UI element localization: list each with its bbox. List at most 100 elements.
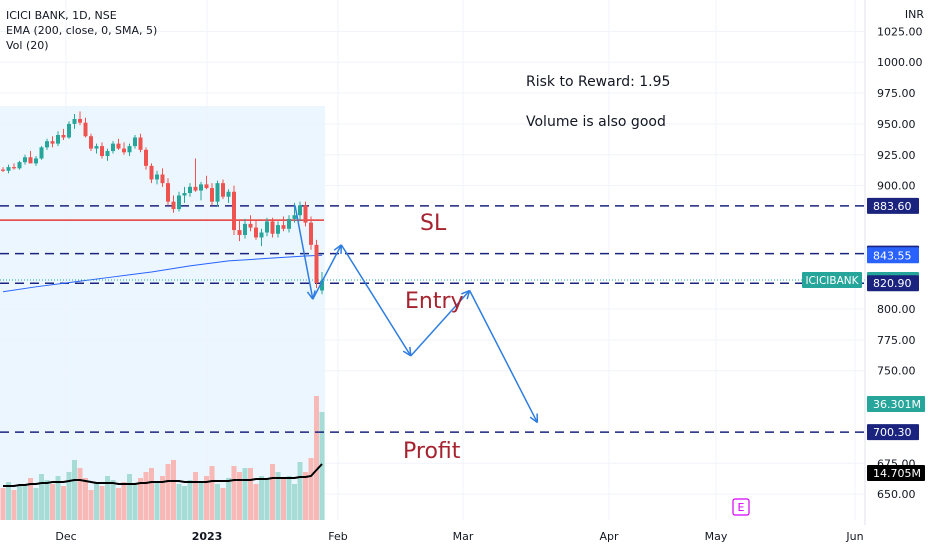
volume-bar bbox=[209, 466, 215, 520]
volume-bar bbox=[55, 476, 61, 520]
x-axis: Dec 2023 Feb Mar Apr May Jun bbox=[55, 530, 863, 543]
candle-body bbox=[292, 215, 297, 219]
volume-bar bbox=[149, 468, 154, 520]
candle-body bbox=[122, 148, 126, 153]
price-label-bg bbox=[867, 247, 919, 264]
candle-body bbox=[56, 135, 60, 144]
shaded-range bbox=[0, 106, 325, 520]
dashed-levels bbox=[0, 205, 865, 433]
candle-body bbox=[210, 188, 214, 202]
volume-bar bbox=[72, 460, 77, 520]
volume-bar bbox=[215, 484, 220, 520]
candle-body bbox=[177, 195, 181, 210]
volume-bar bbox=[28, 478, 33, 520]
volume-bar bbox=[143, 472, 149, 520]
arrow-head bbox=[466, 290, 471, 300]
volume-bar bbox=[138, 478, 143, 520]
candle-body bbox=[199, 184, 203, 191]
volume-bar bbox=[248, 468, 253, 520]
volume-bar bbox=[242, 468, 248, 520]
arrow-head bbox=[529, 416, 538, 424]
risk-reward-note: Risk to Reward: 1.95 bbox=[526, 74, 671, 90]
candle-body bbox=[138, 137, 143, 150]
volume-bar bbox=[88, 490, 94, 520]
y-tick-label: 750.00 bbox=[877, 365, 916, 378]
volume-bar bbox=[286, 476, 292, 520]
volume-bar bbox=[132, 484, 138, 520]
sl-annotation: SL bbox=[420, 211, 447, 236]
candle-body bbox=[127, 146, 132, 153]
volume-bar bbox=[198, 482, 204, 520]
volume-bar bbox=[44, 480, 50, 520]
y-tick-label: 650.00 bbox=[877, 488, 916, 501]
candle-body bbox=[39, 147, 44, 159]
event-marker[interactable]: E bbox=[732, 498, 750, 516]
x-tick-label: 2023 bbox=[192, 530, 223, 543]
candle-body bbox=[133, 137, 137, 147]
volume-bar bbox=[237, 472, 242, 520]
candle-body bbox=[17, 162, 22, 169]
volume-bar bbox=[297, 462, 303, 520]
candle-body bbox=[254, 227, 258, 238]
y-tick-label: 925.00 bbox=[877, 149, 916, 162]
projection-segment bbox=[294, 205, 314, 300]
candle-body bbox=[100, 146, 104, 156]
volume-bar bbox=[99, 486, 105, 520]
volume-bar bbox=[121, 482, 127, 520]
y-tick-label: 800.00 bbox=[877, 303, 916, 316]
volume-bar bbox=[314, 396, 319, 520]
volume-average-line bbox=[3, 463, 323, 487]
volume-bar bbox=[127, 474, 132, 520]
candle-body bbox=[78, 118, 82, 123]
candle-body bbox=[1, 169, 5, 171]
projection-segment bbox=[468, 290, 539, 423]
profit-annotation: Profit bbox=[403, 439, 461, 464]
projection-arrows bbox=[294, 205, 539, 424]
candle-body bbox=[50, 141, 55, 144]
candle-body bbox=[34, 158, 38, 164]
x-tick-label: Jun bbox=[845, 530, 863, 543]
volume-bar bbox=[303, 472, 308, 520]
volume-bar bbox=[61, 486, 66, 520]
y-tick-label: 1025.00 bbox=[877, 25, 923, 38]
candle-body bbox=[116, 143, 121, 149]
volume-note: Volume is also good bbox=[526, 114, 666, 130]
volume-bar bbox=[77, 468, 83, 520]
candle-body bbox=[287, 218, 291, 229]
volume-bar bbox=[83, 478, 88, 520]
x-tick-label: Mar bbox=[453, 530, 474, 543]
volume-bar bbox=[66, 472, 72, 520]
candle-body bbox=[281, 225, 286, 229]
price-label-bg bbox=[867, 424, 919, 441]
volume-bar bbox=[259, 476, 264, 520]
price-label-text: 843.55 bbox=[873, 249, 912, 262]
candle-body bbox=[237, 230, 242, 235]
candle-body bbox=[226, 191, 231, 197]
symbol-title[interactable]: ICICI BANK, 1D, NSE bbox=[6, 9, 117, 22]
ema-legend[interactable]: EMA (200, close, 0, SMA, 5) bbox=[6, 24, 158, 37]
y-tick-label: 950.00 bbox=[877, 118, 916, 131]
volume-bar bbox=[182, 486, 187, 520]
volume-bar bbox=[193, 472, 198, 520]
projection-segment bbox=[312, 244, 342, 300]
x-tick-label: Dec bbox=[55, 530, 76, 543]
candle-body bbox=[215, 183, 220, 202]
candle-body bbox=[45, 141, 49, 148]
candle-body bbox=[72, 118, 77, 124]
volume-bar bbox=[204, 476, 209, 520]
arrow-head bbox=[306, 291, 314, 300]
volume-bar bbox=[231, 466, 237, 520]
volume-bar bbox=[22, 484, 28, 520]
volume-bars bbox=[0, 396, 325, 520]
candle-body bbox=[204, 184, 209, 189]
volume-legend[interactable]: Vol (20) bbox=[6, 39, 49, 52]
price-label-bg bbox=[867, 197, 919, 214]
candle-body bbox=[12, 167, 16, 169]
volume-bar bbox=[275, 472, 281, 520]
candle-body bbox=[83, 122, 88, 137]
candles bbox=[1, 111, 324, 295]
volume-bar bbox=[264, 480, 270, 520]
candle-body bbox=[94, 146, 99, 149]
volume-label-text: 36.301M bbox=[873, 398, 921, 411]
